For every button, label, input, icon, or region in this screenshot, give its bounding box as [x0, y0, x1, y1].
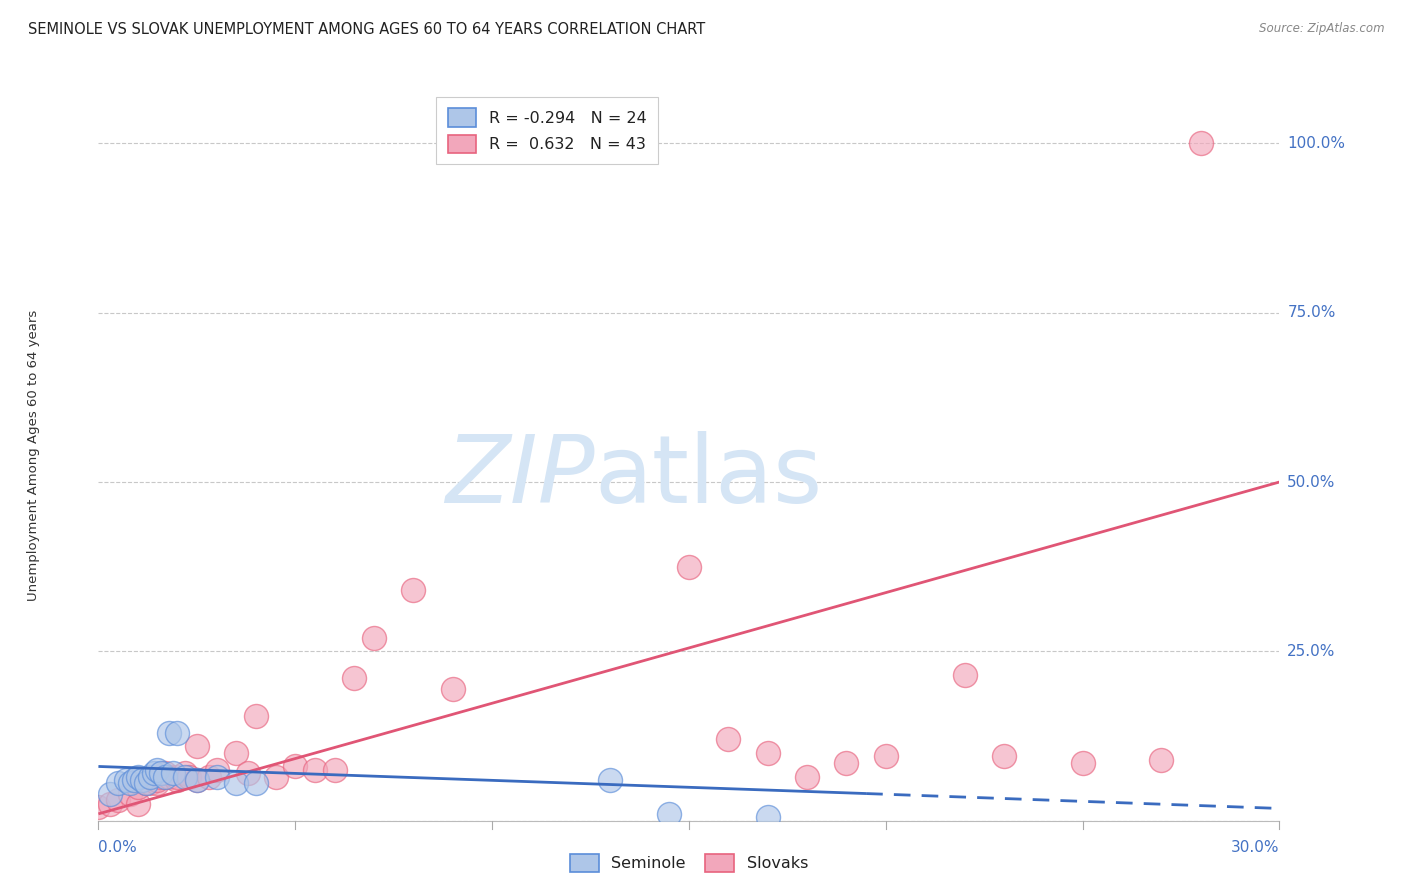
Point	[756, 810, 779, 824]
Point	[107, 793, 129, 807]
Point	[155, 770, 177, 784]
Point	[1071, 756, 1094, 770]
Point	[678, 559, 700, 574]
Point	[225, 776, 247, 790]
Point	[87, 800, 110, 814]
Point	[150, 770, 173, 784]
Point	[166, 725, 188, 739]
Point	[245, 708, 267, 723]
Point	[155, 766, 177, 780]
Text: ZIP: ZIP	[444, 432, 595, 523]
Point	[205, 770, 228, 784]
Point	[186, 739, 208, 753]
Point	[157, 770, 180, 784]
Point	[150, 766, 173, 780]
Point	[146, 763, 169, 777]
Point	[146, 772, 169, 787]
Text: 0.0%: 0.0%	[98, 839, 138, 855]
Point	[225, 746, 247, 760]
Point	[402, 583, 425, 598]
Point	[166, 770, 188, 784]
Point	[1150, 753, 1173, 767]
Point	[835, 756, 858, 770]
Point	[138, 770, 160, 784]
Text: Unemployment Among Ages 60 to 64 years: Unemployment Among Ages 60 to 64 years	[27, 310, 39, 600]
Point	[284, 759, 307, 773]
Point	[138, 776, 160, 790]
Point	[796, 770, 818, 784]
Point	[717, 732, 740, 747]
Point	[115, 772, 138, 787]
Point	[127, 770, 149, 784]
Point	[142, 766, 165, 780]
Text: 25.0%: 25.0%	[1288, 644, 1336, 659]
Point	[205, 763, 228, 777]
Point	[236, 766, 259, 780]
Point	[343, 672, 366, 686]
Point	[98, 787, 121, 801]
Text: atlas: atlas	[595, 431, 823, 523]
Point	[264, 770, 287, 784]
Text: 50.0%: 50.0%	[1288, 475, 1336, 490]
Point	[166, 772, 188, 787]
Point	[658, 806, 681, 821]
Point	[441, 681, 464, 696]
Text: 30.0%: 30.0%	[1232, 839, 1279, 855]
Point	[135, 776, 157, 790]
Point	[118, 776, 141, 790]
Point	[993, 749, 1015, 764]
Point	[756, 746, 779, 760]
Point	[127, 780, 149, 794]
Point	[197, 770, 219, 784]
Point	[107, 776, 129, 790]
Text: Source: ZipAtlas.com: Source: ZipAtlas.com	[1260, 22, 1385, 36]
Point	[131, 772, 153, 787]
Legend: Seminole, Slovaks: Seminole, Slovaks	[564, 847, 814, 879]
Point	[174, 766, 197, 780]
Point	[177, 770, 200, 784]
Point	[118, 787, 141, 801]
Point	[135, 776, 157, 790]
Point	[1189, 136, 1212, 151]
Point	[157, 725, 180, 739]
Text: SEMINOLE VS SLOVAK UNEMPLOYMENT AMONG AGES 60 TO 64 YEARS CORRELATION CHART: SEMINOLE VS SLOVAK UNEMPLOYMENT AMONG AG…	[28, 22, 706, 37]
Point	[323, 763, 346, 777]
Point	[304, 763, 326, 777]
Point	[875, 749, 897, 764]
Point	[245, 776, 267, 790]
Point	[186, 772, 208, 787]
Point	[599, 772, 621, 787]
Point	[186, 772, 208, 787]
Text: 100.0%: 100.0%	[1288, 136, 1346, 151]
Point	[363, 631, 385, 645]
Point	[162, 766, 184, 780]
Point	[146, 776, 169, 790]
Point	[122, 772, 145, 787]
Point	[98, 797, 121, 811]
Point	[174, 770, 197, 784]
Point	[953, 668, 976, 682]
Text: 75.0%: 75.0%	[1288, 305, 1336, 320]
Point	[127, 797, 149, 811]
